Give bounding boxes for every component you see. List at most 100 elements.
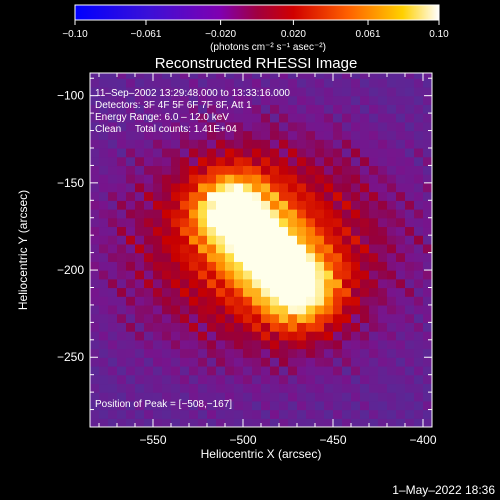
heatmap-cell: [270, 130, 280, 140]
heatmap-cell: [117, 287, 127, 297]
heatmap-cell: [360, 243, 370, 254]
heatmap-cell: [216, 209, 226, 219]
heatmap-cell: [234, 95, 244, 105]
heatmap-cell: [405, 339, 415, 350]
heatmap-cell: [315, 252, 325, 262]
heatmap-cell: [297, 339, 307, 350]
heatmap-cell: [288, 374, 298, 385]
heatmap-cell: [189, 287, 199, 297]
heatmap-cell: [324, 113, 334, 123]
heatmap-cell: [315, 418, 325, 427]
heatmap-cell: [234, 270, 244, 280]
heatmap-cell: [144, 409, 154, 419]
colorbar-ticks: −0.10 −0.061 −0.020 0.020 0.061 0.10: [62, 20, 449, 40]
heatmap-cell: [369, 200, 379, 210]
heatmap-cell: [360, 200, 370, 210]
heatmap-cell: [189, 296, 199, 306]
heatmap-cell: [216, 243, 226, 254]
heatmap-cell: [126, 278, 136, 289]
heatmap-cell: [297, 400, 307, 411]
heatmap-cell: [234, 130, 244, 140]
heatmap-cell: [333, 86, 343, 97]
heatmap-cell: [243, 156, 253, 167]
x-axis-label: Heliocentric X (arcsec): [201, 447, 322, 461]
heatmap-cell: [279, 165, 289, 175]
heatmap-cell: [333, 270, 343, 280]
heatmap-cell: [351, 174, 361, 184]
heatmap-cell: [297, 104, 307, 114]
heatmap-cell: [252, 217, 262, 228]
heatmap-cell: [342, 400, 352, 411]
heatmap-cell: [126, 113, 136, 123]
heatmap-cell: [387, 392, 397, 402]
heatmap-cell: [207, 252, 217, 262]
heatmap-cell: [369, 156, 379, 167]
heatmap-cell: [351, 217, 361, 228]
heatmap-cell: [117, 104, 127, 114]
heatmap-cell: [216, 226, 226, 236]
heatmap-cell: [279, 261, 289, 271]
heatmap-cell: [171, 339, 181, 350]
heatmap-cell: [396, 331, 406, 341]
heatmap-cell: [171, 139, 181, 149]
colorbar: [74, 4, 440, 21]
heatmap-cell: [279, 243, 289, 254]
heatmap-cell: [369, 270, 379, 280]
heatmap-cell: [369, 331, 379, 341]
heatmap-cell: [306, 243, 316, 254]
heatmap-cell: [153, 278, 163, 289]
heatmap-cell: [369, 226, 379, 236]
heatmap-cell: [261, 243, 271, 254]
heatmap-cell: [333, 113, 343, 123]
heatmap-cell: [351, 243, 361, 254]
heatmap-cell: [387, 357, 397, 367]
heatmap-cell: [117, 86, 127, 97]
heatmap-cell: [270, 374, 280, 385]
heatmap-cell: [216, 348, 226, 358]
heatmap-cell: [279, 147, 289, 158]
heatmap-cell: [387, 418, 397, 427]
heatmap-cell: [99, 121, 109, 132]
heatmap-cell: [270, 278, 280, 289]
heatmap-cell: [342, 304, 352, 315]
heatmap-cell: [117, 383, 127, 393]
heatmap-cell: [324, 409, 334, 419]
heatmap-cell: [198, 270, 208, 280]
heatmap-cell: [360, 261, 370, 271]
heatmap-cell: [360, 104, 370, 114]
heatmap-cell: [162, 78, 172, 88]
heatmap-cell: [135, 235, 145, 245]
heatmap-cell: [90, 73, 100, 79]
heatmap-cell: [405, 278, 415, 289]
heatmap-cell: [324, 182, 334, 193]
heatmap-cell: [153, 113, 163, 123]
heatmap-cell: [144, 243, 154, 254]
heatmap-cell: [423, 304, 432, 315]
heatmap-cell: [369, 113, 379, 123]
heatmap-cell: [306, 339, 316, 350]
heatmap-cell: [342, 200, 352, 210]
heatmap-cell: [369, 409, 379, 419]
heatmap-cell: [153, 270, 163, 280]
heatmap-cell: [99, 130, 109, 140]
heatmap-cell: [207, 147, 217, 158]
annotation-counts: Clean Total counts: 1.41E+04: [95, 124, 237, 135]
heatmap-cell: [378, 156, 388, 167]
heatmap-cell: [90, 104, 100, 114]
heatmap-cell: [315, 147, 325, 158]
heatmap-cell: [153, 296, 163, 306]
annotation-energy: Energy Range: 6.0 – 12.0 keV: [95, 112, 229, 123]
heatmap-cell: [180, 357, 190, 367]
heatmap-cell: [315, 200, 325, 210]
heatmap-cell: [333, 156, 343, 167]
heatmap-cell: [396, 243, 406, 254]
heatmap-cell: [126, 209, 136, 219]
heatmap-cell: [315, 174, 325, 184]
heatmap-cell: [198, 182, 208, 193]
heatmap-cell: [117, 261, 127, 271]
heatmap-cell: [225, 339, 235, 350]
heatmap-cell: [297, 409, 307, 419]
heatmap-cell: [423, 235, 432, 245]
heatmap-cell: [279, 226, 289, 236]
heatmap-cell: [117, 409, 127, 419]
